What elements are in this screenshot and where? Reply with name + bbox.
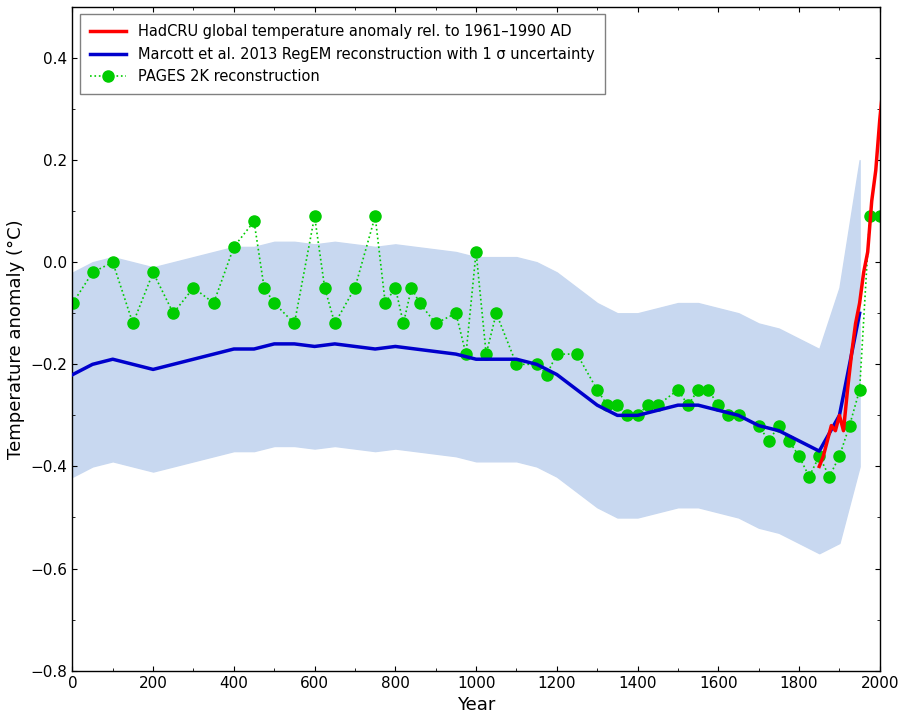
Y-axis label: Temperature anomaly (°C): Temperature anomaly (°C) xyxy=(7,219,25,459)
Legend: HadCRU global temperature anomaly rel. to 1961–1990 AD, Marcott et al. 2013 RegE: HadCRU global temperature anomaly rel. t… xyxy=(80,14,605,94)
X-axis label: Year: Year xyxy=(457,696,496,714)
